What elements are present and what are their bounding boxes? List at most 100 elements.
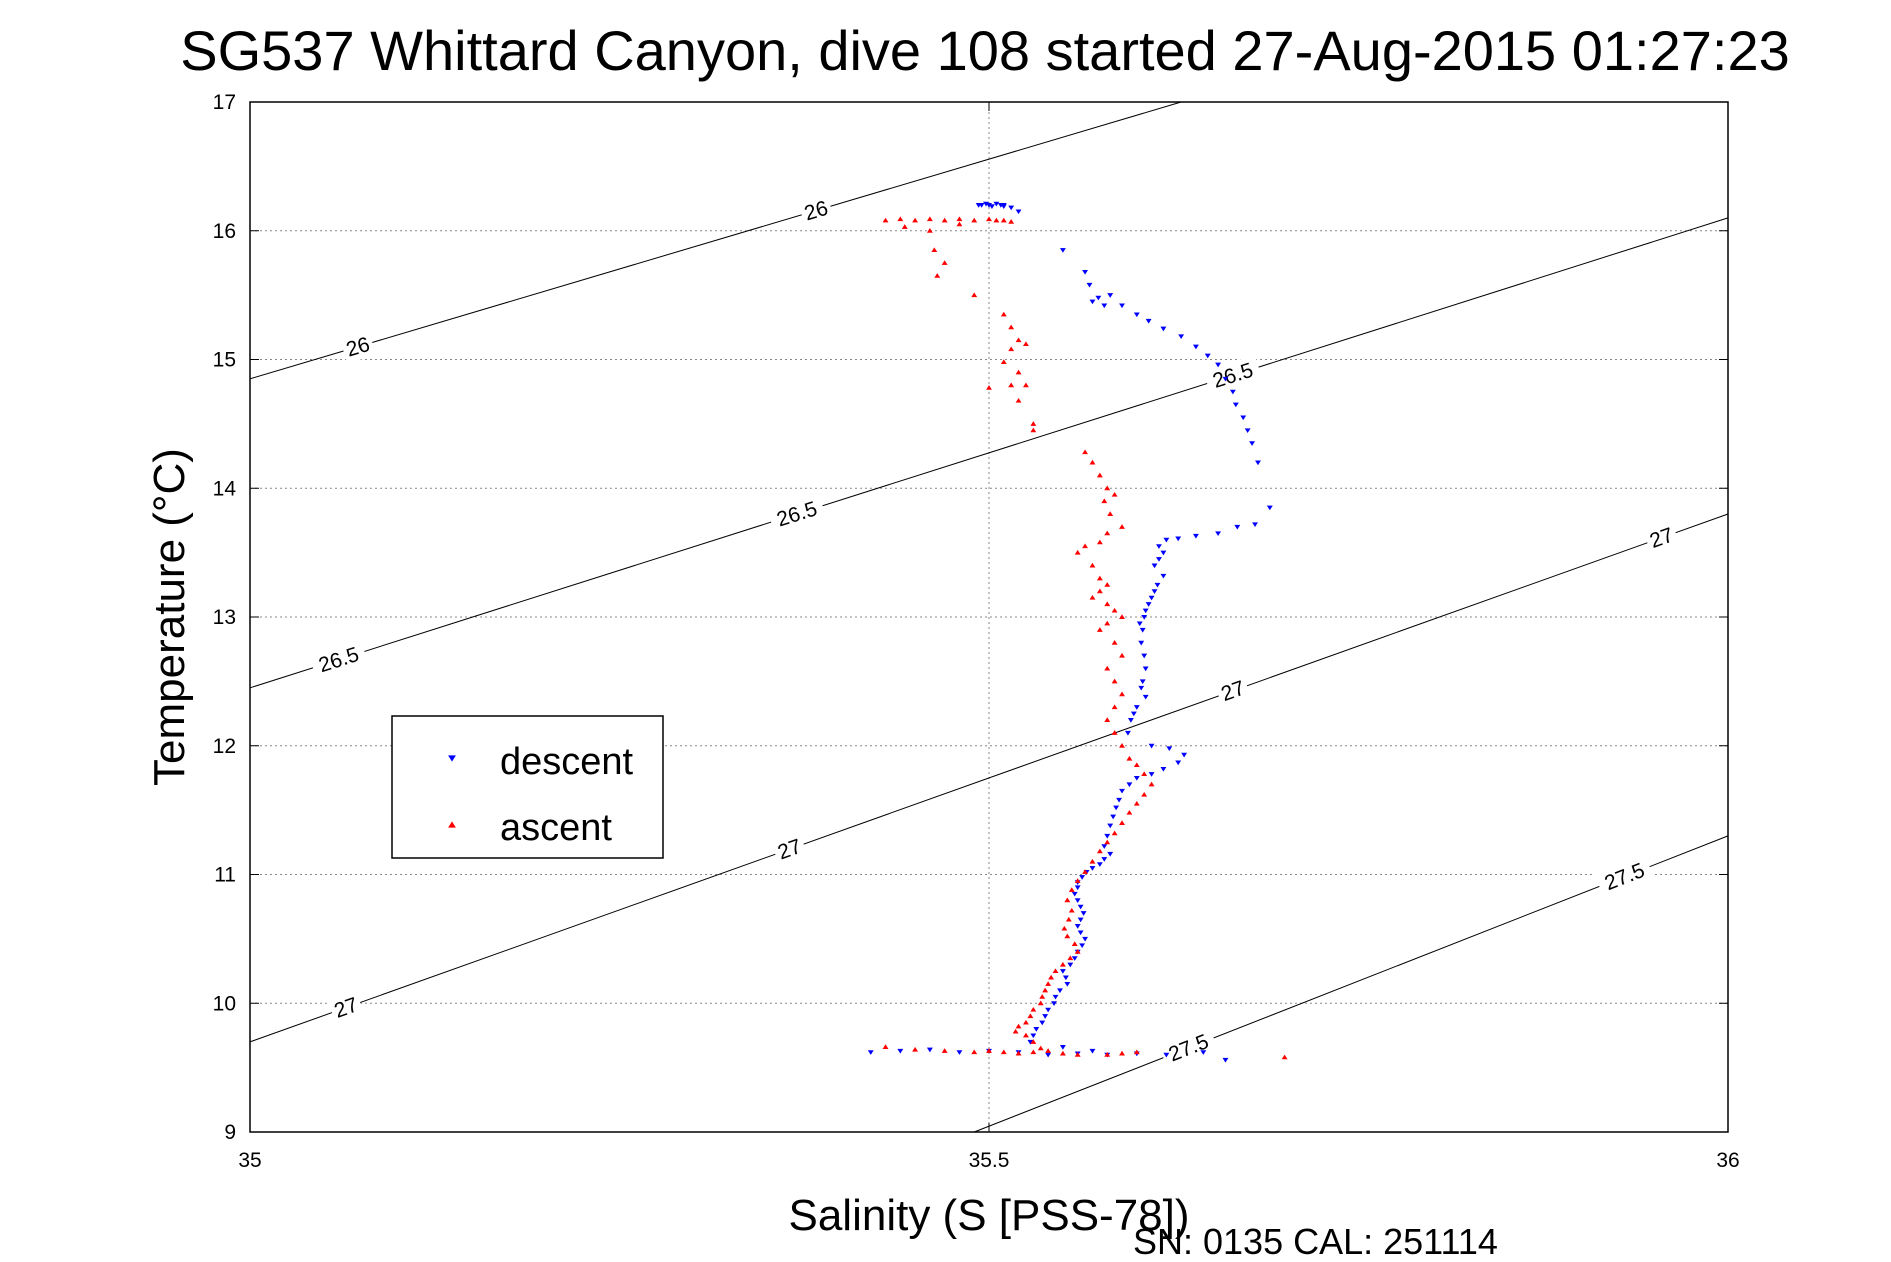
ascent-point — [1030, 1039, 1037, 1044]
ascent-point — [1111, 491, 1118, 497]
y-tick-label: 13 — [213, 606, 236, 629]
x-tick-label: 35.5 — [969, 1149, 1010, 1172]
ascent-point — [1008, 324, 1015, 330]
ascent-point — [1045, 981, 1052, 986]
ascent-point — [1119, 652, 1125, 658]
ascent-point — [986, 1048, 992, 1053]
y-tick-label: 16 — [213, 220, 236, 243]
descent-point — [1192, 344, 1199, 350]
ascent-point — [1061, 925, 1068, 931]
descent-point — [1089, 1048, 1096, 1054]
descent-point — [1008, 205, 1015, 211]
y-tick-label: 9 — [224, 1121, 236, 1144]
descent-point — [1056, 988, 1063, 994]
descent-point — [1145, 318, 1152, 324]
ascent-point — [1059, 1050, 1066, 1056]
contour-label-bg — [1158, 1025, 1219, 1070]
descent-point — [1095, 295, 1102, 301]
descent-point — [1101, 844, 1108, 849]
ascent-point — [1141, 771, 1148, 777]
ascent-point — [1104, 620, 1111, 626]
descent-point — [989, 204, 995, 210]
descent-point — [1074, 885, 1081, 891]
ascent-point — [1067, 955, 1074, 961]
descent-point — [1133, 312, 1140, 318]
x-tick-label: 36 — [1716, 1149, 1739, 1172]
descent-point — [1082, 269, 1089, 275]
ascent-point — [1023, 382, 1029, 388]
descent-point — [1252, 522, 1258, 528]
ascent-point — [1089, 594, 1096, 600]
descent-point — [1148, 595, 1155, 601]
serial-calibration-text: SN: 0135 CAL: 251114 — [1133, 1221, 1498, 1262]
descent-point — [1079, 943, 1086, 949]
descent-point — [1240, 415, 1247, 421]
descent-point — [1156, 557, 1162, 562]
ascent-point — [1037, 1045, 1044, 1051]
descent-point — [1200, 1050, 1207, 1055]
ascent-point — [1148, 781, 1155, 787]
descent-point — [1166, 746, 1173, 752]
ascent-point — [1082, 869, 1089, 874]
ascent-point — [1119, 614, 1125, 619]
contour-label-bg — [1594, 854, 1655, 899]
descent-point — [1192, 533, 1199, 539]
ascent-point — [1096, 472, 1103, 478]
contour-label-bg — [339, 330, 376, 364]
ascent-point — [1030, 1006, 1037, 1012]
descent-point — [1204, 353, 1211, 359]
descent-point — [1139, 679, 1146, 685]
descent-point — [1215, 531, 1222, 537]
legend-ascent-label: ascent — [500, 807, 612, 849]
descent-point — [1074, 898, 1081, 903]
y-tick-label: 11 — [214, 864, 236, 887]
ascent-point — [1104, 839, 1111, 845]
descent-point — [1163, 537, 1170, 543]
ascent-point — [1104, 717, 1111, 722]
descent-point — [1116, 797, 1123, 803]
descent-point — [1178, 334, 1185, 340]
descent-point — [1045, 1007, 1052, 1013]
descent-point — [975, 203, 982, 208]
ascent-point — [1111, 830, 1118, 836]
ascent-point — [1119, 1050, 1125, 1056]
descent-point — [1154, 582, 1161, 588]
descent-point — [1160, 550, 1167, 556]
ascent-point — [1104, 1052, 1111, 1057]
ascent-point — [931, 247, 938, 253]
legend: descent ascent — [391, 715, 664, 859]
descent-point — [1139, 627, 1146, 633]
ascent-point — [1030, 1049, 1037, 1055]
descent-point — [1130, 711, 1137, 717]
ascent-point — [1027, 1013, 1034, 1019]
ascent-point — [1126, 809, 1133, 815]
ascent-point — [1089, 562, 1096, 568]
ascent-point — [901, 224, 908, 229]
data-points — [867, 201, 1288, 1063]
contour-27.5: 27.527.5 — [974, 835, 1729, 1133]
ascent-point — [1133, 1049, 1140, 1055]
descent-point — [1107, 293, 1114, 298]
descent-point — [1059, 248, 1066, 253]
ascent-point — [1096, 575, 1103, 581]
ascent-point — [1059, 961, 1066, 967]
descent-point — [1160, 573, 1167, 579]
y-tick-label: 10 — [213, 992, 236, 1015]
descent-point — [1107, 823, 1114, 829]
descent-point — [1127, 718, 1134, 723]
ascent-point — [1015, 1050, 1022, 1056]
contour-label-bg — [309, 639, 369, 681]
descent-point — [1059, 969, 1066, 974]
descent-point — [1126, 782, 1133, 788]
descent-point — [1077, 930, 1084, 936]
ascent-point — [1074, 549, 1081, 555]
descent-point — [1156, 544, 1162, 549]
descent-point — [1138, 640, 1145, 646]
descent-point — [1077, 917, 1084, 923]
series-ascent — [882, 216, 1288, 1060]
ascent-point — [1042, 987, 1049, 993]
descent-point — [1119, 303, 1125, 309]
descent-point — [1244, 428, 1251, 434]
descent-point — [1145, 602, 1152, 607]
